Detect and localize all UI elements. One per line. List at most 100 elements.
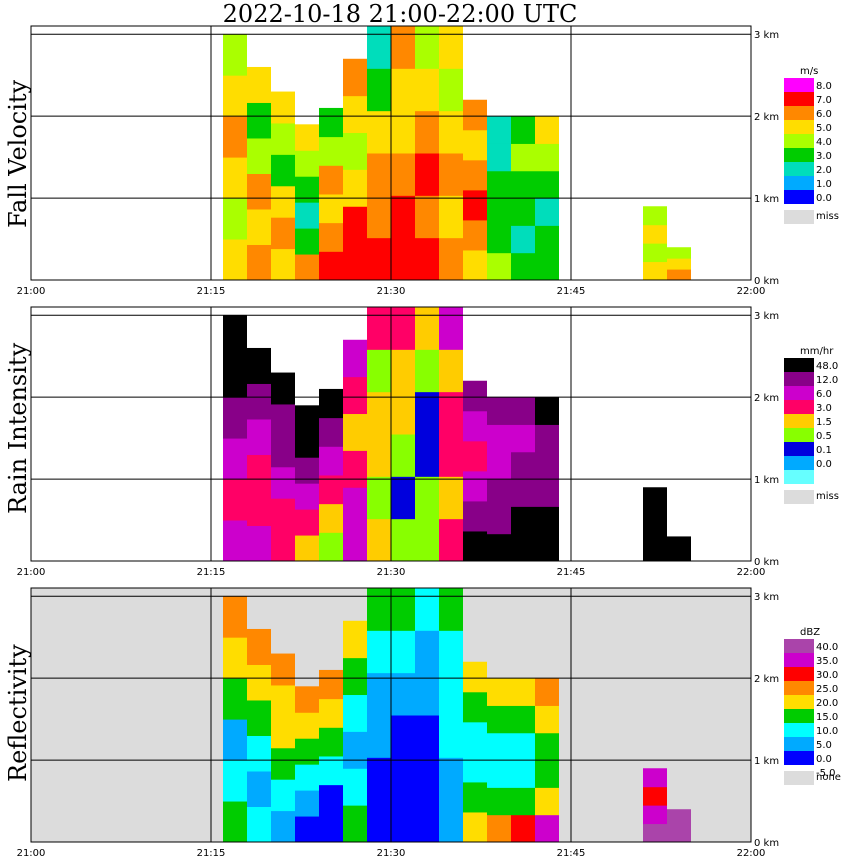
heatmap-cell bbox=[487, 533, 511, 562]
heatmap-cell bbox=[415, 110, 439, 154]
heatmap-cell bbox=[439, 715, 463, 758]
heatmap-cell bbox=[535, 116, 559, 144]
heatmap-cell bbox=[643, 487, 667, 513]
heatmap-cell bbox=[511, 479, 535, 507]
heatmap-cell bbox=[247, 664, 271, 701]
heatmap-cell bbox=[271, 403, 295, 436]
y-tick-label: 0 km bbox=[754, 838, 779, 849]
heatmap-cell bbox=[295, 457, 319, 484]
heatmap-cell bbox=[223, 637, 247, 679]
heatmap-cell bbox=[487, 170, 511, 199]
heatmap-cell bbox=[487, 424, 511, 453]
heatmap-cell bbox=[643, 243, 667, 263]
heatmap-cell bbox=[463, 249, 487, 281]
legend-missing-swatch bbox=[784, 490, 814, 504]
heatmap-cell bbox=[487, 760, 511, 788]
legend-swatch bbox=[784, 162, 814, 176]
heatmap-cell bbox=[367, 799, 391, 843]
heatmap-cell bbox=[391, 391, 415, 435]
heatmap-cell bbox=[295, 124, 319, 151]
heatmap-cell bbox=[535, 705, 559, 734]
heatmap-cell bbox=[223, 34, 247, 76]
heatmap-cell bbox=[391, 799, 415, 843]
x-tick-label: 21:00 bbox=[17, 567, 46, 578]
heatmap-cell bbox=[391, 434, 415, 477]
heatmap-cell bbox=[247, 628, 271, 665]
heatmap-cell bbox=[367, 630, 391, 674]
heatmap-cell bbox=[511, 451, 535, 480]
heatmap-cell bbox=[367, 757, 391, 801]
heatmap-cell bbox=[391, 153, 415, 196]
legend-label: 15.0 bbox=[816, 712, 839, 723]
legend-label: 5.0 bbox=[816, 123, 832, 134]
heatmap-cell bbox=[643, 261, 667, 281]
heatmap-cell bbox=[463, 691, 487, 723]
legend-label: 2.0 bbox=[816, 165, 832, 176]
heatmap-cell bbox=[643, 536, 667, 562]
heatmap-cell bbox=[343, 768, 367, 806]
heatmap-cell bbox=[439, 630, 463, 674]
heatmap-cell bbox=[487, 451, 511, 480]
legend-swatch bbox=[784, 442, 814, 456]
heatmap-cell bbox=[391, 518, 415, 562]
plot-frame bbox=[30, 25, 752, 281]
heatmap-cell bbox=[223, 760, 247, 802]
x-tick-label: 21:00 bbox=[17, 286, 46, 297]
heatmap-cell bbox=[367, 26, 391, 69]
heatmap-cell bbox=[247, 418, 271, 455]
heatmap-cell bbox=[643, 805, 667, 825]
heatmap-cell bbox=[271, 248, 295, 281]
heatmap-cell bbox=[391, 630, 415, 674]
heatmap-cell bbox=[343, 487, 367, 525]
legend-missing-label: miss bbox=[816, 211, 839, 222]
heatmap-cell bbox=[367, 518, 391, 562]
heatmap-cell bbox=[439, 110, 463, 154]
legend-label: 35.0 bbox=[816, 656, 839, 667]
heatmap-cell bbox=[667, 809, 691, 827]
heatmap-cell bbox=[367, 195, 391, 239]
heatmap-cell bbox=[391, 757, 415, 801]
heatmap-cell bbox=[511, 116, 535, 144]
heatmap-cell bbox=[391, 672, 415, 716]
heatmap-cell bbox=[463, 721, 487, 753]
heatmap-cell bbox=[463, 530, 487, 562]
y-tick-label: 3 km bbox=[754, 30, 779, 41]
heatmap-cell bbox=[223, 157, 247, 199]
heatmap-cell bbox=[487, 705, 511, 734]
heatmap-cell bbox=[271, 154, 295, 187]
reflectivity-legend: dBZ 40.0 35.0 30.0 25.0 20.0 15.0 10.0 5.0 0.0 -5.… bbox=[784, 627, 844, 797]
legend-swatch bbox=[784, 639, 814, 653]
heatmap-cell bbox=[367, 715, 391, 758]
legend-swatch bbox=[784, 134, 814, 148]
x-tick-label: 21:45 bbox=[557, 848, 586, 859]
legend-label: 0.0 bbox=[816, 459, 832, 470]
heatmap-cell bbox=[247, 102, 271, 139]
heatmap-cell bbox=[271, 653, 295, 686]
heatmap-cell bbox=[439, 349, 463, 393]
heatmap-cell bbox=[667, 269, 691, 281]
heatmap-cell bbox=[439, 195, 463, 239]
heatmap-cell bbox=[223, 479, 247, 521]
heatmap-cell bbox=[535, 252, 559, 281]
x-tick-label: 21:30 bbox=[377, 286, 406, 297]
x-tick-label: 21:15 bbox=[197, 567, 226, 578]
heatmap-cell bbox=[271, 435, 295, 468]
heatmap-cell bbox=[295, 535, 319, 562]
heatmap-cell bbox=[535, 451, 559, 480]
heatmap-cell bbox=[463, 470, 487, 502]
legend-swatch bbox=[784, 751, 814, 765]
heatmap-cell bbox=[367, 237, 391, 281]
heatmap-cell bbox=[271, 185, 295, 218]
heatmap-cell bbox=[295, 790, 319, 817]
heatmap-cell bbox=[511, 424, 535, 453]
heatmap-cell bbox=[415, 476, 439, 520]
heatmap-cell bbox=[367, 672, 391, 716]
heatmap-cell bbox=[367, 391, 391, 435]
heatmap-cell bbox=[439, 588, 463, 631]
y-tick-label: 2 km bbox=[754, 674, 779, 685]
legend-swatch bbox=[784, 428, 814, 442]
heatmap-cell bbox=[391, 476, 415, 520]
legend-swatch bbox=[784, 653, 814, 667]
heatmap-cell bbox=[367, 153, 391, 196]
heatmap-cell bbox=[295, 764, 319, 791]
